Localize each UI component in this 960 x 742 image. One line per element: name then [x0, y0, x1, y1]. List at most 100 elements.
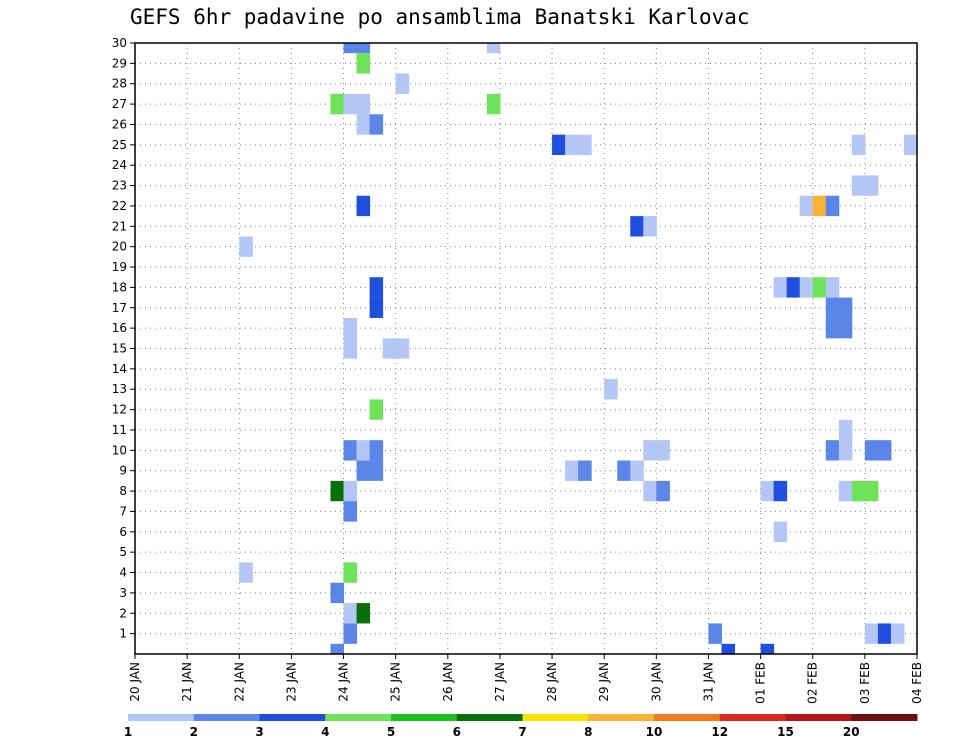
precip-cell — [773, 277, 788, 298]
precip-cell — [838, 317, 853, 339]
y-tick-label: 14 — [112, 362, 127, 376]
y-tick-label: 3 — [119, 586, 127, 600]
precip-cell — [838, 297, 853, 318]
colorbar-swatch — [785, 714, 852, 721]
x-tick-label: 22 JAN — [232, 662, 246, 702]
chart-title: GEFS 6hr padavine po ansamblima Banatski… — [130, 5, 750, 29]
precip-cell — [864, 440, 879, 461]
precip-cell — [825, 277, 840, 298]
precip-cell — [356, 93, 371, 115]
precip-cell — [239, 562, 253, 583]
precip-cell — [604, 379, 618, 400]
y-tick-label: 2 — [119, 606, 127, 620]
colorbar-label: 5 — [387, 725, 395, 739]
precip-cell — [838, 480, 853, 502]
precip-cell — [656, 480, 670, 502]
precip-cell — [239, 236, 253, 257]
precip-cell — [773, 480, 788, 502]
colorbar-label: 7 — [518, 725, 526, 739]
y-tick-label: 5 — [119, 545, 127, 559]
colorbar-label: 2 — [190, 725, 198, 739]
precip-cell — [812, 195, 827, 217]
x-tick-label: 04 FEB — [910, 662, 924, 704]
precip-cell — [825, 195, 840, 217]
precip-cell — [356, 460, 371, 481]
y-tick-label: 29 — [112, 56, 127, 70]
precip-cell — [395, 73, 410, 94]
y-tick-label: 7 — [119, 504, 127, 518]
x-tick-label: 21 JAN — [180, 662, 194, 702]
colorbar-swatch — [391, 714, 458, 721]
y-tick-label: 20 — [112, 240, 127, 254]
cells-layer — [239, 43, 918, 654]
precip-cell — [825, 440, 840, 461]
precip-cell — [486, 43, 501, 54]
precip-cell — [864, 480, 879, 502]
x-tick-label: 30 JAN — [649, 662, 663, 702]
colorbar-swatch — [325, 714, 392, 721]
colorbar-label: 20 — [843, 725, 860, 739]
y-tick-label: 15 — [112, 342, 127, 356]
y-tick-label: 10 — [112, 443, 127, 457]
colorbar-label: 8 — [584, 725, 592, 739]
precip-cell — [786, 277, 801, 298]
precip-cell — [825, 297, 840, 318]
precip-cell — [643, 480, 657, 502]
y-tick-label: 21 — [112, 219, 127, 233]
precip-cell — [643, 216, 657, 237]
precip-cell — [760, 480, 775, 502]
x-tick-label: 28 JAN — [545, 662, 559, 702]
precip-cell — [630, 216, 644, 237]
precip-cell — [343, 93, 358, 115]
x-tick-label: 20 JAN — [128, 662, 142, 702]
precip-cell — [890, 623, 905, 644]
precip-cell — [369, 399, 384, 420]
precip-cell — [799, 195, 814, 217]
precip-cell — [630, 460, 644, 481]
y-tick-label: 30 — [112, 36, 127, 50]
precip-cell — [721, 643, 736, 654]
precip-cell — [825, 317, 840, 339]
colorbar-label: 10 — [646, 725, 663, 739]
colorbar-swatch — [719, 714, 786, 721]
colorbar-swatch — [654, 714, 721, 721]
precip-cell — [356, 440, 371, 461]
y-tick-label: 24 — [112, 158, 127, 172]
y-tick-label: 6 — [119, 525, 127, 539]
colorbar: 1 2 3 4 5 6 7 8 10 12 15 20 — [124, 714, 918, 739]
precip-cell — [343, 317, 358, 339]
y-tick-label: 1 — [119, 627, 127, 641]
y-tick-label: 19 — [112, 260, 127, 274]
y-tick-label: 25 — [112, 138, 127, 152]
precip-cell — [851, 480, 866, 502]
precip-cell — [330, 480, 345, 502]
y-tick-label: 8 — [119, 484, 127, 498]
precip-cell — [708, 623, 722, 644]
y-tick-label: 13 — [112, 382, 127, 396]
precip-cell — [356, 603, 371, 624]
x-tick-label: 01 FEB — [754, 662, 768, 704]
x-axis: 20 JAN 21 JAN 22 JAN 23 JAN 24 JAN 25 JAN 26 J… — [128, 654, 924, 704]
y-tick-label: 27 — [112, 97, 127, 111]
precip-cell — [343, 338, 358, 359]
precip-cell — [369, 460, 384, 481]
precip-cell — [369, 277, 384, 298]
colorbar-swatch — [193, 714, 260, 721]
y-tick-label: 22 — [112, 199, 127, 213]
precip-cell — [330, 582, 345, 604]
colorbar-label: 1 — [124, 725, 132, 739]
precip-cell — [877, 623, 892, 644]
y-tick-label: 23 — [112, 179, 127, 193]
x-tick-label: 25 JAN — [389, 662, 403, 702]
precip-cell — [864, 175, 879, 196]
x-tick-label: 27 JAN — [493, 662, 507, 702]
x-tick-label: 31 JAN — [701, 662, 715, 702]
colorbar-swatch — [588, 714, 655, 721]
y-tick-label: 9 — [119, 464, 127, 478]
precip-cell — [656, 440, 670, 461]
precip-cell — [552, 134, 566, 156]
y-tick-label: 4 — [119, 566, 127, 580]
precip-cell — [330, 643, 345, 654]
precip-cell — [851, 134, 866, 156]
